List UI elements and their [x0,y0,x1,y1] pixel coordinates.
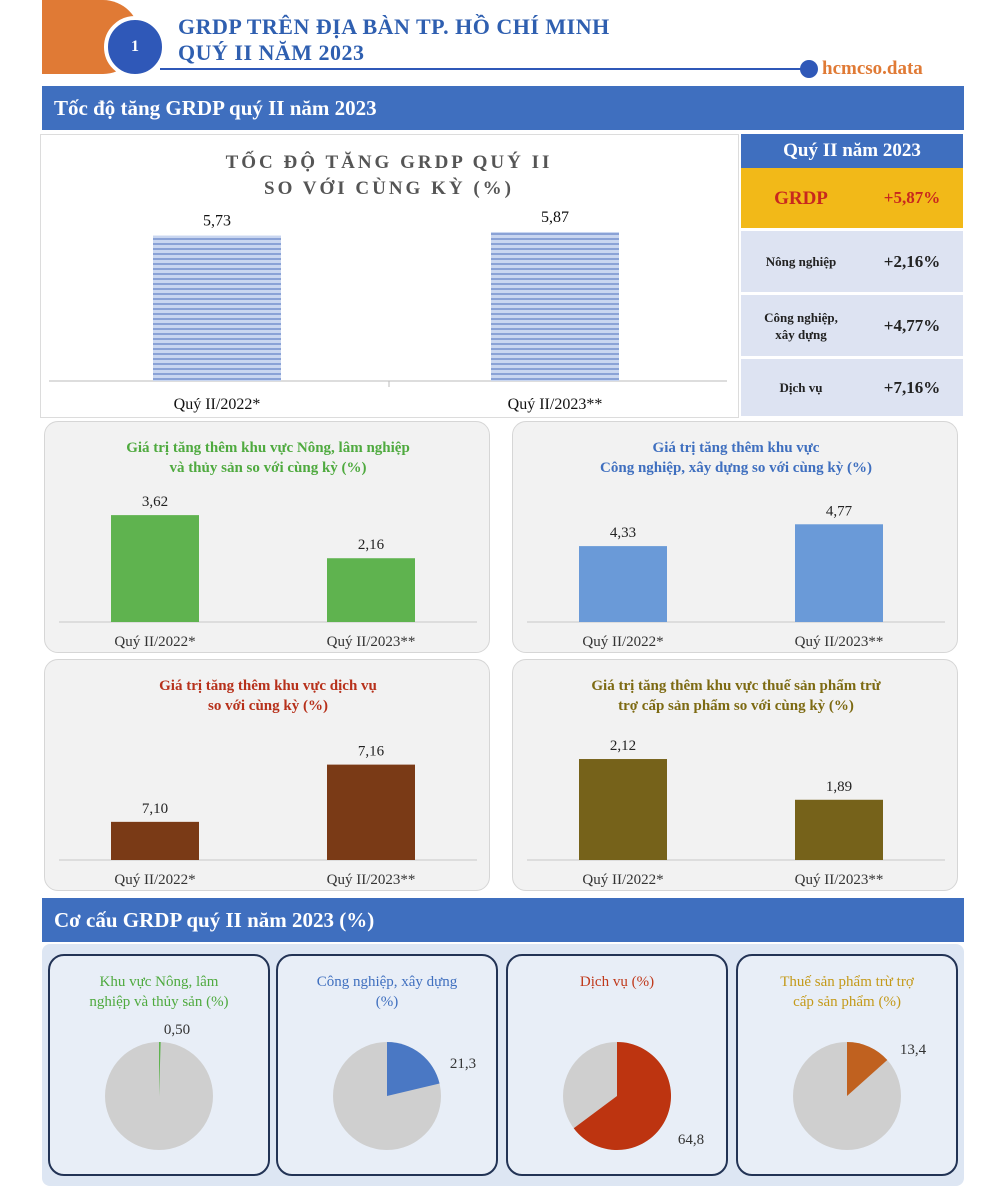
card-agriculture: Giá trị tăng thêm khu vực Nông, lâm nghi… [44,421,490,653]
bar-data-label: 4,33 [610,525,636,541]
card-tax: Giá trị tăng thêm khu vực thuế sản phẩm … [512,659,958,891]
pie-title-line2: cấp sản phẩm (%) [793,994,901,1010]
services-share-pie: Dịch vụ (%) 64,8 [563,974,704,1150]
pie-slice-value [387,1042,440,1096]
section-title-structure: Cơ cấu GRDP quý II năm 2023 (%) [42,898,964,942]
pie-title-line2: (%) [376,994,399,1010]
bar-data-label: 2,16 [358,537,385,553]
bar [579,546,667,622]
summary-row-name: Công nghiệp, xây dựng [741,309,861,343]
bar-data-label: 7,10 [142,801,168,817]
header-dot [800,60,818,78]
summary-row-name: Dịch vụ [779,380,823,395]
pie-card-agriculture: Khu vực Nông, lâm nghiệp và thủy sản (%) 0… [48,954,270,1176]
grdp-growth-chart: TỐC ĐỘ TĂNG GRDP QUÝ II SO VỚI CÙNG KỲ (%… [49,151,727,413]
bar-data-label: 5,73 [203,213,231,230]
brand-label: hcmcso.data [822,58,923,79]
pie-card-services: Dịch vụ (%) 64,8 [506,954,728,1176]
bar [153,235,281,381]
page-number-badge: 1 [104,16,166,78]
industry-share-pie: Công nghiệp, xây dựng (%) 21,3 [317,974,476,1150]
pie-slice-value [847,1042,888,1096]
bar [579,759,667,860]
section-title-growth: Tốc độ tăng GRDP quý II năm 2023 [42,86,964,130]
chart-title-line1: TỐC ĐỘ TĂNG GRDP QUÝ II [226,151,553,173]
bar [491,231,619,381]
agriculture-growth-chart: Giá trị tăng thêm khu vực Nông, lâm nghi… [59,440,477,650]
summary-grdp-value: +5,87% [883,188,941,207]
chart-title-line2: SO VỚI CÙNG KỲ (%) [264,177,514,199]
x-tick-label: Quý II/2023** [327,634,416,650]
pie-title-line1: Thuế sản phẩm trừ trợ [780,974,915,990]
pie-data-label: 64,8 [678,1132,704,1148]
summary-row-name-line2: xây dựng [775,326,827,342]
agriculture-share-pie: Khu vực Nông, lâm nghiệp và thủy sản (%) 0… [89,974,229,1150]
header-divider [160,68,810,70]
bar [795,524,883,622]
chart-title-line1: Giá trị tăng thêm khu vực dịch vụ [159,678,377,694]
x-tick-label: Quý II/2023** [795,872,884,888]
chart-title-line2: trợ cấp sản phẩm so với cùng kỳ (%) [618,698,854,714]
page-title-line2: QUÝ II NĂM 2023 [178,40,365,65]
pie-title-line1: Công nghiệp, xây dựng [317,974,458,990]
main-chart-panel: TỐC ĐỘ TĂNG GRDP QUÝ II SO VỚI CÙNG KỲ (%… [40,134,739,418]
chart-title-line1: Giá trị tăng thêm khu vực [653,440,820,456]
bar-data-label: 4,77 [826,503,853,519]
x-tick-label: Quý II/2022* [114,634,195,650]
bar-data-label: 5,87 [541,209,569,226]
summary-row-services: Dịch vụ +7,16% [741,356,963,416]
chart-title-line2: Công nghiệp, xây dựng so với cùng kỳ (%) [600,460,872,476]
card-services: Giá trị tăng thêm khu vực dịch vụ so với … [44,659,490,891]
tax-growth-chart: Giá trị tăng thêm khu vực thuế sản phẩm … [527,678,945,888]
bar [111,821,199,860]
bar [111,515,199,622]
page-title-line1: GRDP TRÊN ĐỊA BÀN TP. HỒ CHÍ MINH [178,14,610,39]
x-tick-label: Quý II/2022* [114,872,195,888]
card-industry: Giá trị tăng thêm khu vực Công nghiệp, xâ… [512,421,958,653]
bar-data-label: 3,62 [142,494,168,510]
summary-grdp-label: GRDP [774,187,828,209]
x-tick-label: Quý II/2023** [795,634,884,650]
x-tick-label: Quý II/2022* [582,634,663,650]
pie-data-label: 21,3 [450,1056,476,1072]
pie-slice-value [159,1042,161,1096]
bar [795,799,883,860]
x-tick-label: Quý II/2023** [327,872,416,888]
pie-data-label: 0,50 [164,1022,190,1038]
summary-row-value: +4,77% [883,315,941,335]
summary-header: Quý II năm 2023 [741,134,963,168]
bar-data-label: 2,12 [610,738,636,754]
bar [327,764,415,860]
x-tick-label: Quý II/2023** [508,396,603,413]
chart-title-line2: và thủy sản so với cùng kỳ (%) [169,460,366,476]
summary-row-value: +7,16% [883,377,941,397]
summary-row-value: +2,16% [883,251,941,271]
summary-grdp-row: GRDP +5,87% [741,168,963,228]
pie-title-line1: Dịch vụ (%) [580,974,654,990]
bar-data-label: 1,89 [826,779,852,795]
pie-card-tax: Thuế sản phẩm trừ trợ cấp sản phẩm (%) 13,… [736,954,958,1176]
bar [327,558,415,622]
pie-card-industry: Công nghiệp, xây dựng (%) 21,3 [276,954,498,1176]
summary-row-industry: Công nghiệp, xây dựng +4,77% [741,292,963,356]
services-growth-chart: Giá trị tăng thêm khu vực dịch vụ so với … [59,678,477,888]
pie-title-line2: nghiệp và thủy sản (%) [89,994,228,1010]
chart-title-line2: so với cùng kỳ (%) [208,698,328,714]
pie-title-line1: Khu vực Nông, lâm [100,974,219,990]
summary-row-name: Nông nghiệp [765,254,837,269]
x-tick-label: Quý II/2022* [582,872,663,888]
x-tick-label: Quý II/2022* [174,396,261,413]
chart-title-line1: Giá trị tăng thêm khu vực thuế sản phẩm … [591,678,881,694]
chart-title-line1: Giá trị tăng thêm khu vực Nông, lâm nghi… [126,440,410,456]
pie-data-label: 13,4 [900,1042,927,1058]
bar-data-label: 7,16 [358,744,385,760]
pie-slice-value [573,1042,671,1150]
industry-growth-chart: Giá trị tăng thêm khu vực Công nghiệp, xâ… [527,440,945,650]
summary-row-name-line1: Công nghiệp, [764,309,838,325]
tax-share-pie: Thuế sản phẩm trừ trợ cấp sản phẩm (%) 13,… [780,974,927,1150]
summary-row-agriculture: Nông nghiệp +2,16% [741,228,963,292]
